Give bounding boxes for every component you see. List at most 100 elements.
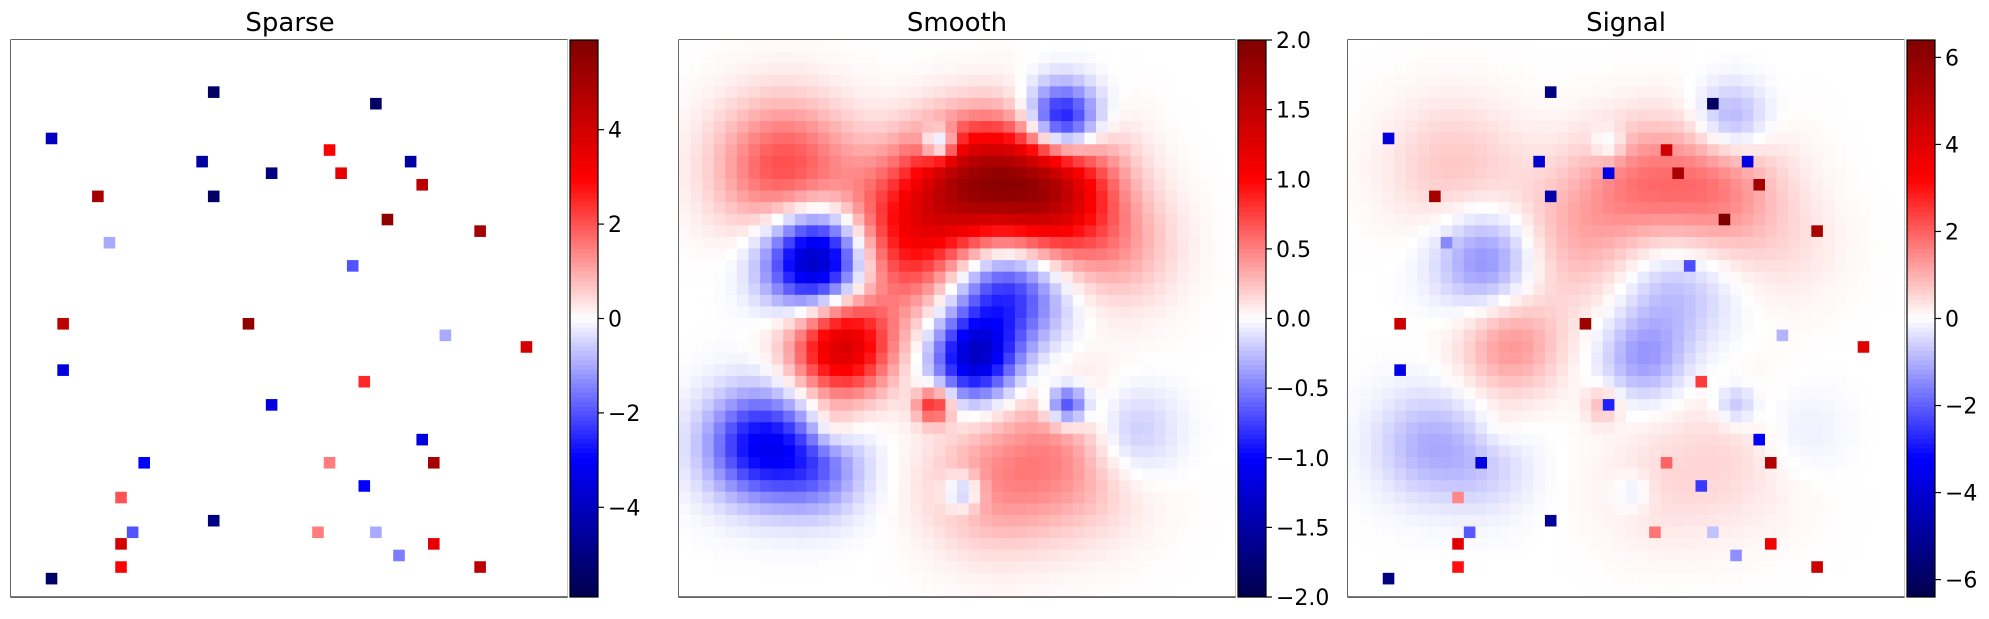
heatmap-cell: [1038, 445, 1051, 458]
heatmap-cell: [679, 572, 691, 585]
heatmap-cell: [115, 190, 128, 203]
heatmap-cell: [864, 260, 877, 273]
heatmap-cell: [887, 457, 900, 469]
heatmap-cell: [1130, 179, 1143, 191]
heatmap-cell: [184, 352, 197, 365]
heatmap-cell: [242, 283, 255, 296]
heatmap-cell: [485, 399, 498, 412]
heatmap-cell: [910, 491, 923, 504]
colorbar-segment: [1238, 262, 1266, 268]
heatmap-cell: [277, 514, 290, 527]
heatmap-cell: [1892, 40, 1905, 52]
heatmap-cell: [289, 318, 301, 330]
heatmap-cell: [173, 526, 186, 539]
heatmap-cell: [841, 283, 854, 296]
heatmap-cell: [462, 445, 475, 458]
heatmap-cell: [150, 248, 162, 261]
heatmap-cell: [1014, 341, 1027, 354]
heatmap-cell: [265, 329, 278, 342]
heatmap-cell: [312, 155, 325, 168]
heatmap-cell: [335, 86, 348, 99]
heatmap-cell: [323, 480, 336, 493]
heatmap-cell: [736, 121, 749, 134]
heatmap-cell: [462, 491, 475, 504]
heatmap-cell: [231, 179, 244, 191]
heatmap-cell: [1084, 248, 1097, 261]
heatmap-cell: [150, 97, 162, 110]
heatmap-cell: [346, 283, 359, 296]
heatmap-cell: [219, 572, 232, 585]
heatmap-cell: [690, 109, 703, 122]
heatmap-cell: [875, 167, 888, 180]
heatmap-cell: [1107, 514, 1120, 527]
colorbar-segment: [570, 207, 598, 213]
heatmap-cell: [1084, 410, 1097, 423]
heatmap-cell: [806, 236, 819, 249]
heatmap-cell: [818, 375, 830, 388]
colorbar-segment: [1238, 67, 1266, 73]
heatmap-cell: [532, 294, 545, 307]
heatmap-cell: [1211, 271, 1224, 284]
heatmap-cell: [219, 179, 232, 191]
heatmap-cell: [771, 399, 784, 412]
heatmap-cell: [1223, 260, 1236, 273]
heatmap-cell: [509, 526, 522, 539]
heatmap-cell: [1072, 526, 1085, 539]
heatmap-cell: [1130, 121, 1143, 134]
heatmap-cell: [1061, 538, 1074, 551]
heatmap-cell: [852, 121, 865, 134]
heatmap-cell: [957, 468, 969, 481]
heatmap-cell: [323, 97, 336, 110]
heatmap-cell: [887, 40, 900, 52]
heatmap-cell: [690, 457, 703, 469]
heatmap-cell: [428, 480, 440, 493]
heatmap-cell: [1788, 51, 1801, 64]
heatmap-cell: [829, 457, 842, 469]
heatmap-cell: [57, 422, 70, 435]
heatmap-cell: [852, 375, 865, 388]
heatmap-cell: [1119, 514, 1132, 527]
heatmap-cell: [393, 387, 406, 400]
heatmap-cell: [980, 526, 993, 539]
heatmap-cell: [1211, 144, 1224, 157]
colorbar-segment: [570, 225, 598, 231]
heatmap-cell: [933, 364, 946, 377]
colorbar-segment: [1238, 513, 1266, 519]
heatmap-cell: [80, 561, 93, 574]
heatmap-cell: [277, 86, 290, 99]
heatmap-cell: [806, 341, 819, 354]
heatmap-cell: [1049, 399, 1062, 412]
colorbar-segment: [570, 81, 598, 87]
heatmap-cell: [300, 468, 313, 481]
heatmap-cell: [323, 352, 336, 365]
heatmap-cell: [150, 375, 162, 388]
heatmap-cell: [1119, 526, 1132, 539]
heatmap-cell: [748, 433, 761, 446]
heatmap-cell: [92, 329, 105, 342]
heatmap-cell: [11, 410, 23, 423]
heatmap-cell: [1038, 410, 1051, 423]
heatmap-cell: [1084, 433, 1097, 446]
heatmap-cell: [875, 213, 888, 226]
heatmap-cell: [277, 491, 290, 504]
colorbar-segment: [1238, 160, 1266, 166]
heatmap-cell: [439, 213, 452, 226]
heatmap-cell: [783, 538, 796, 551]
heatmap-cell: [300, 306, 313, 319]
heatmap-cell: [474, 503, 487, 516]
heatmap-cell: [138, 202, 151, 215]
colorbar-segment: [570, 299, 598, 306]
heatmap-cell: [933, 410, 946, 423]
heatmap-cell: [532, 364, 545, 377]
heatmap-cell: [532, 190, 545, 203]
heatmap-cell: [736, 190, 749, 203]
heatmap-cell: [875, 433, 888, 446]
heatmap-cell: [439, 179, 452, 191]
heatmap-cell: [543, 387, 556, 400]
heatmap-cell: [771, 538, 784, 551]
heatmap-cell: [323, 422, 336, 435]
heatmap-cell: [428, 329, 440, 342]
heatmap-cell: [1200, 445, 1213, 458]
heatmap-cell: [887, 144, 900, 157]
heatmap-cell: [1096, 144, 1108, 157]
